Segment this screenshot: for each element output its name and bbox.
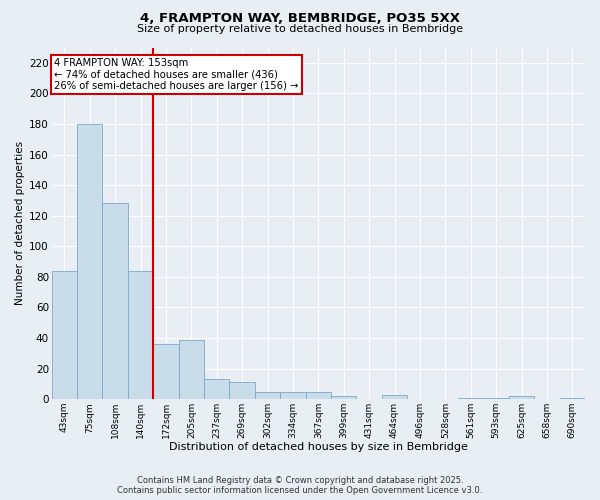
Bar xyxy=(509,396,534,399)
Bar xyxy=(484,398,509,399)
Bar xyxy=(128,270,153,399)
Bar xyxy=(382,394,407,399)
Bar xyxy=(77,124,103,399)
Text: 4 FRAMPTON WAY: 153sqm
← 74% of detached houses are smaller (436)
26% of semi-de: 4 FRAMPTON WAY: 153sqm ← 74% of detached… xyxy=(55,58,299,92)
Text: Contains HM Land Registry data © Crown copyright and database right 2025.
Contai: Contains HM Land Registry data © Crown c… xyxy=(118,476,482,495)
Text: 4, FRAMPTON WAY, BEMBRIDGE, PO35 5XX: 4, FRAMPTON WAY, BEMBRIDGE, PO35 5XX xyxy=(140,12,460,26)
Bar xyxy=(52,270,77,399)
Bar xyxy=(560,398,585,399)
Bar xyxy=(103,204,128,399)
Bar xyxy=(255,392,280,399)
X-axis label: Distribution of detached houses by size in Bembridge: Distribution of detached houses by size … xyxy=(169,442,468,452)
Bar xyxy=(153,344,179,399)
Text: Size of property relative to detached houses in Bembridge: Size of property relative to detached ho… xyxy=(137,24,463,34)
Bar xyxy=(229,382,255,399)
Bar xyxy=(204,380,229,399)
Y-axis label: Number of detached properties: Number of detached properties xyxy=(15,142,25,306)
Bar xyxy=(331,396,356,399)
Bar xyxy=(179,340,204,399)
Bar xyxy=(280,392,305,399)
Bar xyxy=(458,398,484,399)
Bar xyxy=(305,392,331,399)
